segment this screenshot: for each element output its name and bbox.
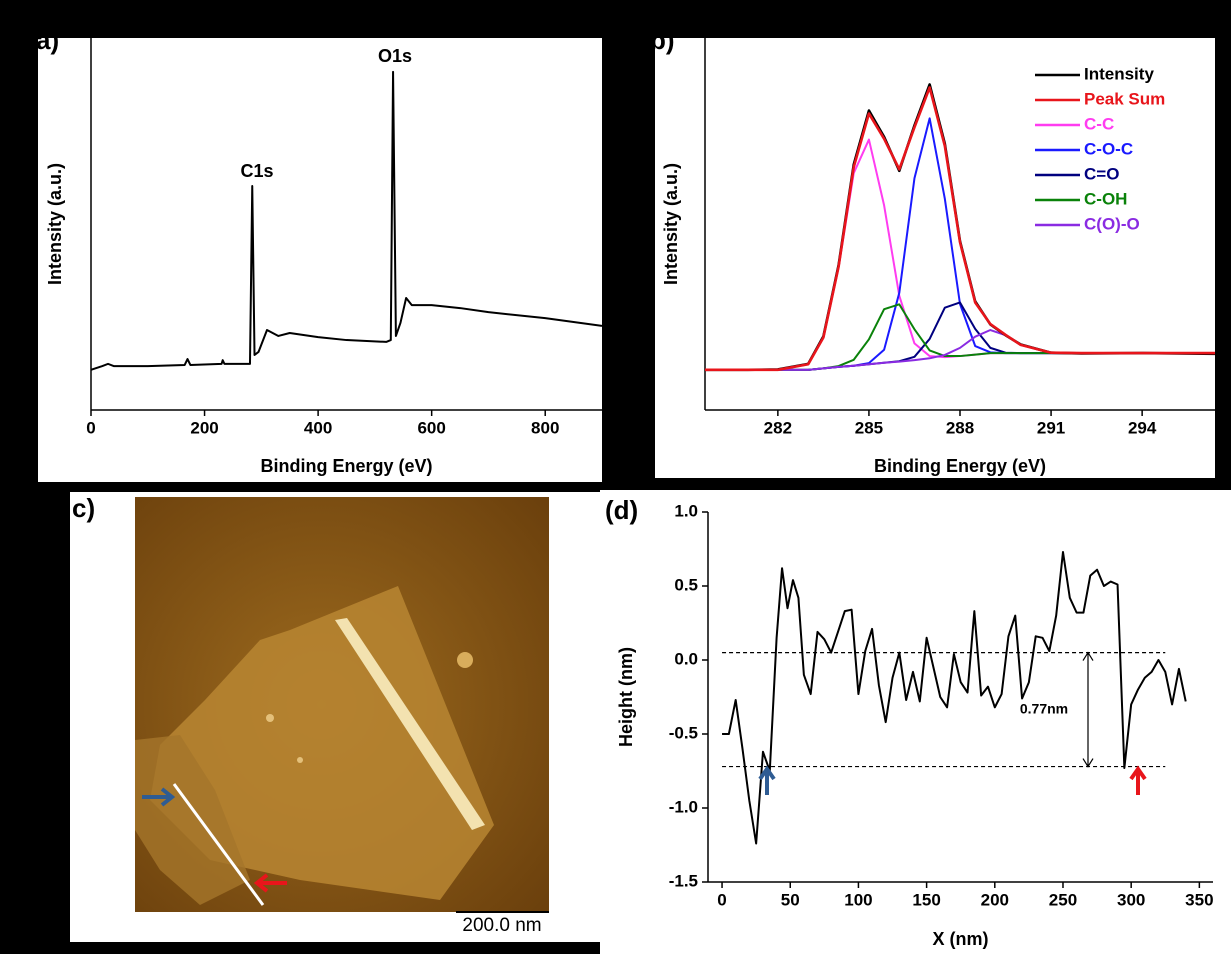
legend-label: C=O [1084,164,1119,183]
panel-a-bg [38,38,602,482]
y-axis-title: Intensity (a.u.) [661,163,681,285]
panel-label: c) [72,493,95,523]
x-tick-label: 285 [855,418,883,437]
x-tick-label: 600 [417,418,445,437]
marker-arrow [1129,765,1147,795]
y-tick-label: 0.5 [674,575,698,594]
scale-bar-label: 200.0 nm [462,915,541,936]
x-tick-label: 100 [844,890,872,909]
x-axis-title: X (nm) [933,929,989,949]
legend-label: C(O)-O [1084,214,1140,233]
panel-d-bg [600,490,1231,954]
annotation: 0.77nm [1020,700,1068,716]
x-tick-label: 800 [531,418,559,437]
series-line [705,86,1215,372]
x-tick-label: 0 [86,418,95,437]
legend-label: C-C [1084,114,1114,133]
panel-label: b) [650,25,675,55]
x-tick-label: 200 [981,890,1009,909]
legend-label: Peak Sum [1084,89,1165,108]
annotation: O1s [378,46,412,66]
x-tick-label: 294 [1128,418,1157,437]
panel-label: (d) [605,495,638,525]
x-tick-label: 250 [1049,890,1077,909]
y-tick-label: 0.0 [674,649,698,668]
panel-label: a) [36,25,59,55]
x-tick-label: 282 [764,418,792,437]
x-axis-title: Binding Energy (eV) [874,456,1046,476]
x-tick-label: 400 [304,418,332,437]
legend-label: Intensity [1084,64,1154,83]
legend-label: C-OH [1084,189,1127,208]
x-tick-label: 0 [717,890,726,909]
annotation: C1s [240,161,273,181]
afm-image [135,497,549,913]
data-line [91,70,602,371]
x-tick-label: 288 [946,418,974,437]
y-tick-label: -1.0 [669,797,698,816]
y-tick-label: 1.0 [674,501,698,520]
marker-arrow [758,765,776,795]
y-axis-title: Intensity (a.u.) [45,163,65,285]
x-axis-title: Binding Energy (eV) [260,456,432,476]
y-tick-label: -1.5 [669,871,698,890]
x-tick-label: 150 [912,890,940,909]
x-tick-label: 200 [190,418,218,437]
measure-arrow [1082,651,1094,768]
x-tick-label: 50 [781,890,800,909]
x-tick-label: 300 [1117,890,1145,909]
y-axis-title: Height (nm) [616,647,636,747]
data-line [722,550,1187,845]
y-tick-label: -0.5 [669,723,698,742]
x-tick-label: 350 [1185,890,1213,909]
legend-label: C-O-C [1084,139,1133,158]
x-tick-label: 291 [1037,418,1065,437]
